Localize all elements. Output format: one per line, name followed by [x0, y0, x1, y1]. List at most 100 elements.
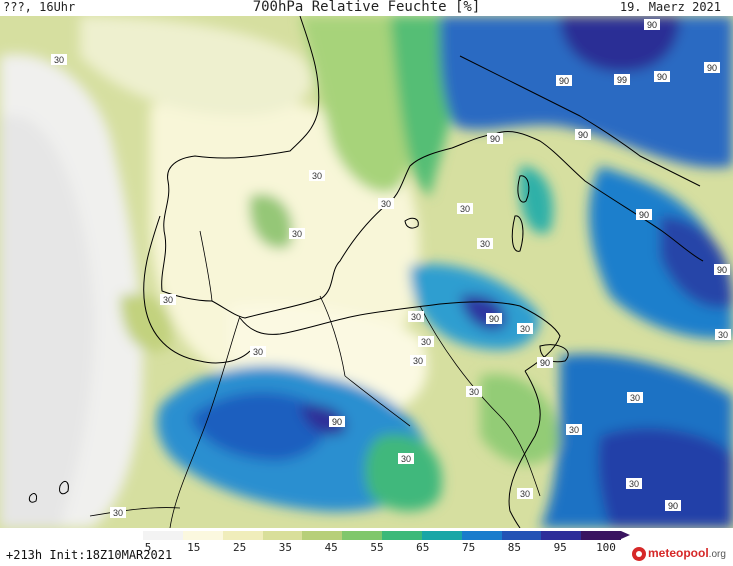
contour-label: 30: [410, 355, 426, 366]
contour-label: 30: [517, 323, 533, 334]
colorbar-tick-label: 45: [324, 541, 338, 554]
svg-text:30: 30: [630, 393, 640, 403]
colorbar-tick-label: 100: [596, 541, 616, 554]
svg-text:30: 30: [520, 324, 530, 334]
contour-labels: 30 30 30 30 30 30 30 30 30 30 30 30 30 3…: [51, 19, 731, 518]
svg-text:30: 30: [718, 330, 728, 340]
svg-text:30: 30: [113, 508, 123, 518]
colorbar-segment: [342, 531, 383, 540]
map-title: 700hPa Relative Feuchte [%]: [252, 0, 481, 15]
contour-label: 90: [704, 62, 720, 73]
svg-text:90: 90: [657, 72, 667, 82]
colorbar-segment: [421, 531, 463, 540]
coastlines: [143, 16, 704, 528]
colorbar-segment: [461, 531, 502, 540]
meteopool-logo-icon: [632, 547, 646, 561]
forecast-init-label: +213h Init:18Z10MAR2021: [6, 548, 173, 562]
contour-label: 30: [289, 228, 305, 239]
brand-suffix: .org: [708, 549, 726, 560]
contour-label: 30: [466, 386, 482, 397]
svg-text:90: 90: [647, 20, 657, 30]
contour-label: 90: [487, 133, 503, 144]
svg-text:30: 30: [163, 295, 173, 305]
contour-label: 90: [537, 357, 553, 368]
colorbar-segment: [262, 531, 303, 540]
brand-name: meteopool: [648, 546, 709, 560]
colorbar-segment: [541, 531, 582, 540]
svg-text:90: 90: [540, 358, 550, 368]
colorbar-tick-label: 5: [144, 541, 152, 554]
svg-text:30: 30: [460, 204, 470, 214]
colorbar-max-arrow: [621, 531, 630, 539]
svg-text:90: 90: [578, 130, 588, 140]
colorbar-segment: [222, 531, 263, 540]
svg-text:90: 90: [668, 501, 678, 511]
contour-label: 90: [329, 416, 345, 427]
contour-label: 90: [654, 71, 670, 82]
contour-label: 90: [636, 209, 652, 220]
footer: 5 15 25 35 45 55 65 75 85 95 100 +213h Init:18Z10M…: [0, 528, 733, 566]
colorbar-segment: [302, 531, 343, 540]
contour-label: 30: [378, 198, 394, 209]
svg-text:30: 30: [312, 171, 322, 181]
contour-label: 30: [51, 54, 67, 65]
colorbar-segment: [143, 531, 184, 540]
colorbar-segment: [182, 531, 224, 540]
svg-text:90: 90: [332, 417, 342, 427]
contour-label: 90: [486, 313, 502, 324]
svg-text:30: 30: [253, 347, 263, 357]
contour-label: 30: [250, 346, 266, 357]
islands: [28, 175, 569, 503]
borders: [89, 230, 541, 528]
contour-label: 30: [160, 294, 176, 305]
contour-label: 30: [457, 203, 473, 214]
contour-label: 90: [665, 500, 681, 511]
svg-text:90: 90: [489, 314, 499, 324]
colorbar-tick-label: 55: [370, 541, 384, 554]
valid-time-label: ???, 16Uhr: [3, 0, 76, 14]
contour-label: 30: [517, 488, 533, 499]
contour-label: 99: [614, 74, 630, 85]
svg-text:30: 30: [413, 356, 423, 366]
contour-label: 30: [110, 507, 126, 518]
contour-label: 30: [566, 424, 582, 435]
svg-text:30: 30: [411, 312, 421, 322]
svg-text:30: 30: [569, 425, 579, 435]
contour-label: 30: [408, 311, 424, 322]
humidity-map: 30 30 30 30 30 30 30 30 30 30 30 30 30 3…: [0, 16, 733, 528]
colorbar: [143, 531, 622, 540]
header: ???, 16Uhr 700hPa Relative Feuchte [%] 1…: [0, 0, 733, 16]
colorbar-segment: [382, 531, 423, 540]
svg-text:90: 90: [559, 76, 569, 86]
svg-text:30: 30: [469, 387, 479, 397]
contour-label: 90: [714, 264, 730, 275]
colorbar-tick-label: 25: [232, 541, 247, 554]
contour-label: 90: [575, 129, 591, 140]
colorbar-tick-label: 65: [416, 541, 430, 554]
svg-text:90: 90: [717, 265, 727, 275]
contour-label: 30: [477, 238, 493, 249]
svg-text:30: 30: [629, 479, 639, 489]
svg-text:90: 90: [639, 210, 649, 220]
svg-text:30: 30: [520, 489, 530, 499]
svg-text:30: 30: [421, 337, 431, 347]
colorbar-segment: [581, 531, 622, 540]
svg-text:99: 99: [617, 75, 627, 85]
colorbar-tick-label: 15: [187, 541, 201, 554]
svg-text:90: 90: [490, 134, 500, 144]
colorbar-segment: [501, 531, 542, 540]
contour-label: 30: [627, 392, 643, 403]
colorbar-tick-label: 85: [507, 541, 522, 554]
brand-text: meteopool.org: [648, 546, 726, 560]
colorbar-tick-label: 35: [278, 541, 293, 554]
svg-text:30: 30: [54, 55, 64, 65]
colorbar-tick-label: 95: [553, 541, 567, 554]
contour-label: 30: [418, 336, 434, 347]
contour-label: 90: [556, 75, 572, 86]
contour-label: 90: [644, 19, 660, 30]
contour-label: 30: [715, 329, 731, 340]
contour-label: 30: [398, 453, 414, 464]
svg-text:30: 30: [381, 199, 391, 209]
colorbar-tick-label: 75: [461, 541, 476, 554]
svg-text:30: 30: [292, 229, 302, 239]
